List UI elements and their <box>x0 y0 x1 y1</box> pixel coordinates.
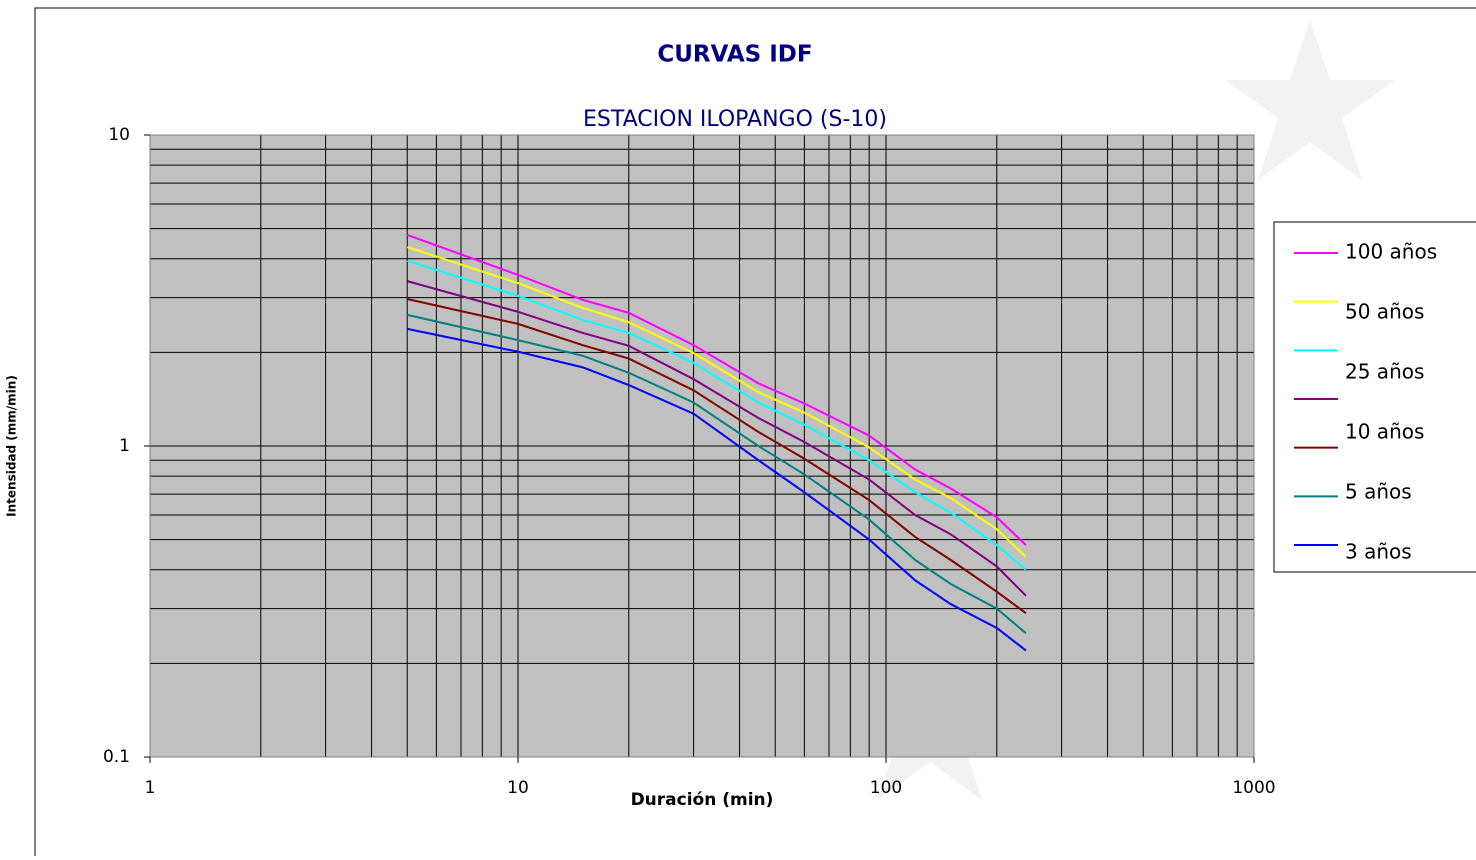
series-line <box>406 280 1027 597</box>
legend-label: 5 años <box>1345 480 1412 504</box>
legend-label: 3 años <box>1345 540 1412 564</box>
chart-title: CURVAS IDF <box>657 42 812 68</box>
y-tick-label: 0.1 <box>103 747 130 767</box>
legend-label: 10 años <box>1345 420 1424 444</box>
grid <box>149 134 1255 758</box>
legend-label: 25 años <box>1345 360 1424 384</box>
axes: 1 10 100 1000 0.1 1 10 <box>103 125 1276 798</box>
x-tick-label: 1000 <box>1232 778 1275 798</box>
x-axis-label: Duración (min) <box>631 790 774 810</box>
y-tick-label: 10 <box>108 125 130 145</box>
legend-label: 100 años <box>1345 240 1437 264</box>
legend: 100 años 50 años 25 años 10 años 5 años 3 año… <box>1294 240 1437 564</box>
x-tick-label: 1 <box>145 778 156 798</box>
y-axis-label: Intensidad (mm/min) <box>5 375 19 517</box>
series-line <box>406 259 1027 571</box>
legend-label: 50 años <box>1345 300 1424 324</box>
lines <box>406 234 1027 652</box>
series-line <box>407 327 1027 652</box>
x-tick-label: 10 <box>507 778 529 798</box>
chart-subtitle: ESTACION ILOPANGO (S-10) <box>583 107 887 132</box>
legend-box <box>1273 221 1476 573</box>
series-line <box>406 313 1027 635</box>
x-tick-label: 100 <box>870 778 902 798</box>
y-tick-label: 1 <box>119 436 130 456</box>
series-line <box>407 297 1027 614</box>
series-line <box>406 234 1027 546</box>
series-line <box>406 246 1027 558</box>
